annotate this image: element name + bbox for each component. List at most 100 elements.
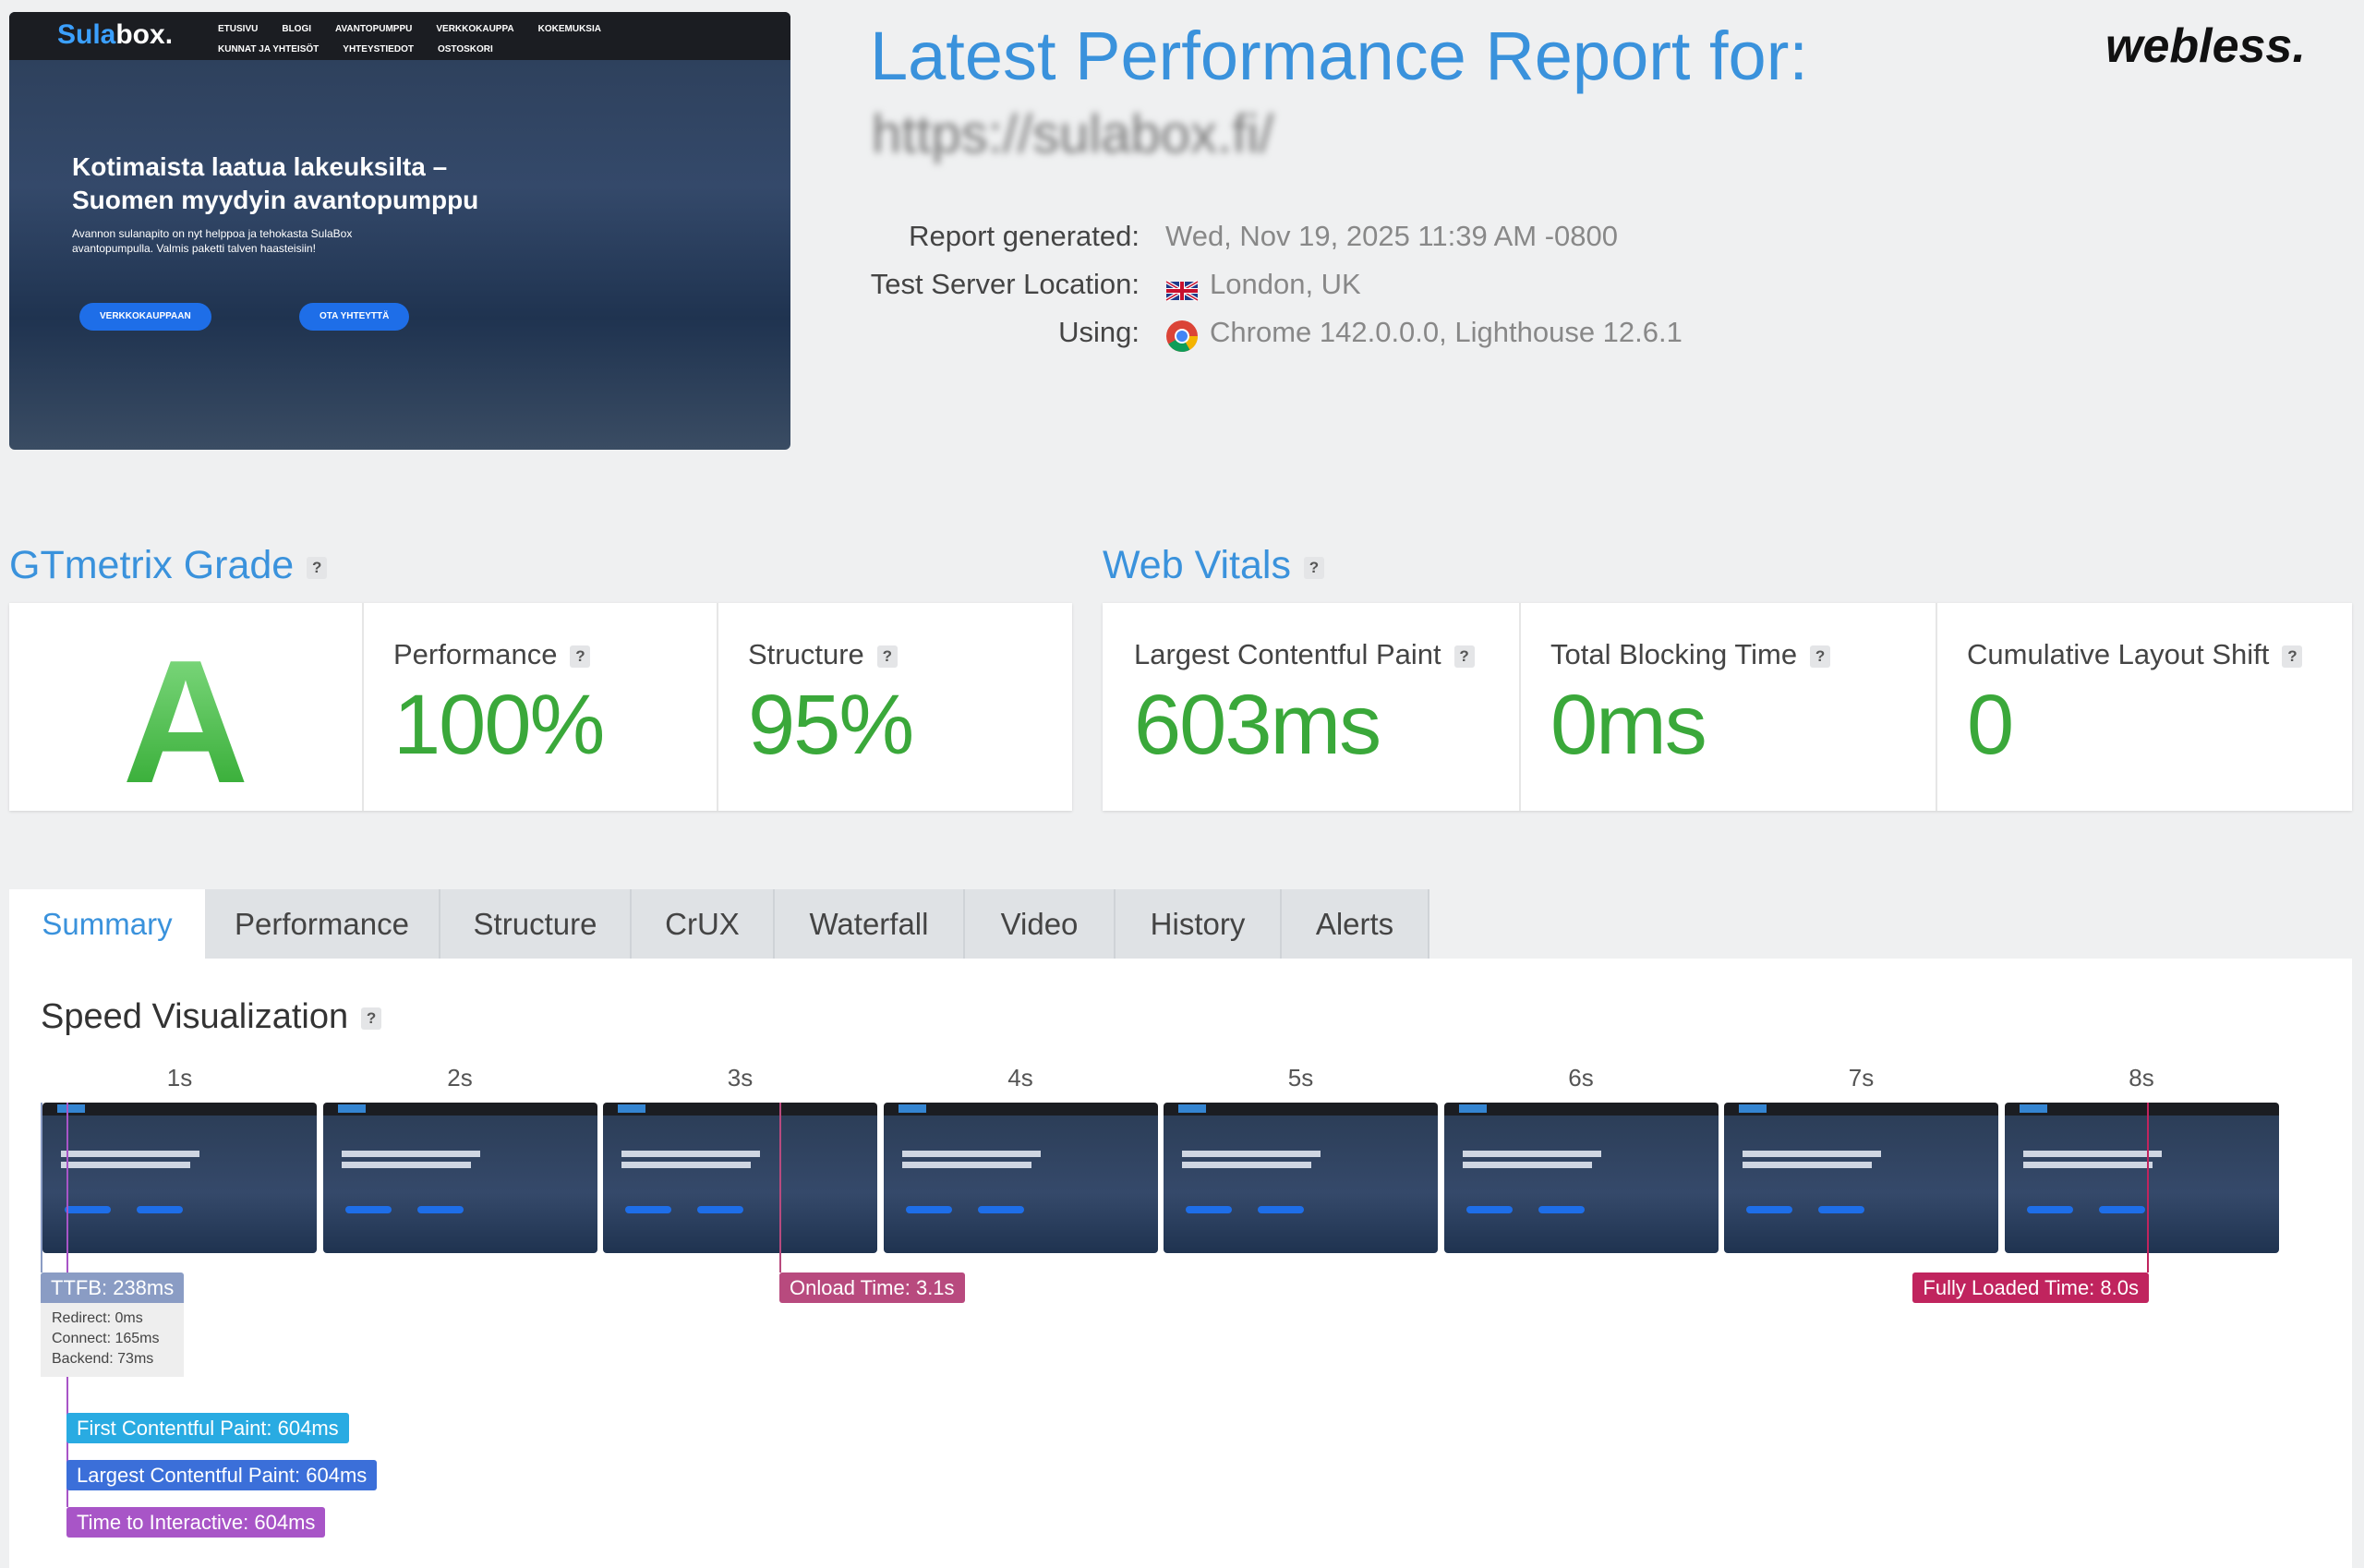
frame-headline (621, 1162, 751, 1168)
timing-line (41, 1103, 42, 1272)
frame-button (977, 1206, 1024, 1213)
help-icon[interactable]: ? (1303, 556, 1324, 579)
tab[interactable]: History (1116, 889, 1282, 959)
frame-button (1746, 1206, 1792, 1213)
nav-item[interactable]: KOKEMUKSIA (537, 24, 601, 34)
frame-headline (1182, 1151, 1321, 1157)
metric-label: Structure? (748, 638, 898, 671)
report-title: Latest Performance Report for: (870, 18, 1808, 94)
nav-item[interactable]: KUNNAT JA YHTEISÖT (218, 44, 320, 54)
frame-button (1186, 1206, 1232, 1213)
filmstrip-frame (603, 1103, 877, 1253)
help-icon[interactable]: ? (876, 645, 898, 668)
ttfb-details: Redirect: 0ms Connect: 165ms Backend: 73ms (41, 1303, 184, 1377)
paint-tag: Time to Interactive: 604ms (66, 1507, 326, 1538)
timing-line (2147, 1103, 2149, 1272)
frame-button (1538, 1206, 1585, 1213)
frame-logo (57, 1104, 85, 1113)
filmstrip-frame (1164, 1103, 1438, 1253)
metric-label-text: Cumulative Layout Shift (1967, 638, 2270, 670)
metric-label-text: Performance (393, 638, 558, 670)
metric-label: Largest Contentful Paint? (1134, 638, 1475, 671)
ttfb-detail: Backend: 73ms (52, 1351, 154, 1367)
fully-loaded-tag: Fully Loaded Time: 8.0s (1912, 1272, 2149, 1303)
frame-logo (1458, 1104, 1487, 1113)
nav-item[interactable]: BLOGI (282, 24, 312, 34)
frame-headline (1462, 1151, 1601, 1157)
text-line: avantopumpulla. Valmis paketti talven ha… (72, 242, 316, 255)
tab[interactable]: Structure (440, 889, 632, 959)
metric-value: 603ms (1134, 678, 1381, 772)
report-url: https://sulabox.fi/ (872, 104, 1274, 164)
thumb-headline: Kotimaista laatua lakeuksilta – Suomen m… (72, 151, 478, 217)
onload-tag: Onload Time: 3.1s (779, 1272, 965, 1303)
help-icon[interactable]: ? (2282, 645, 2303, 668)
metric-label-text: Structure (748, 638, 864, 670)
frame-button (344, 1206, 392, 1213)
filmstrip-frame (883, 1103, 1158, 1253)
info-value: London, UK (1210, 268, 1361, 300)
thumb-button[interactable]: VERKKOKAUPPAAN (79, 303, 211, 331)
site-thumbnail: Sulabox. ETUSIVU BLOGI AVANTOPUMPPU VERKKOK… (9, 12, 790, 450)
tab[interactable]: Waterfall (775, 889, 965, 959)
thumb-button[interactable]: OTA YHTEYTTÄ (299, 303, 410, 331)
text-line: Avannon sulanapito on nyt helppoa ja teh… (72, 227, 353, 240)
frame-headline (61, 1151, 199, 1157)
time-label: 6s (1568, 1064, 1594, 1092)
help-icon[interactable]: ? (1810, 645, 1831, 668)
frame-headline (901, 1162, 1031, 1168)
flag-icon (1164, 273, 1200, 307)
chrome-icon (1165, 320, 1199, 353)
frame-headline (901, 1151, 1041, 1157)
nav-item[interactable]: ETUSIVU (218, 24, 259, 34)
metric-value: 100% (393, 678, 605, 772)
filmstrip-frame (1443, 1103, 1719, 1253)
summary-panel: Speed Visualization? 1s 2s 3s 4s 5s 6s 7s 8s TTF… (9, 959, 2352, 1568)
frame-button (137, 1206, 183, 1213)
chrome-icon-svg (1166, 320, 1198, 352)
grade-letter: A (9, 621, 362, 823)
nav-item[interactable]: VERKKOKAUPPA (436, 24, 514, 34)
flag-icon-svg (1164, 280, 1200, 302)
logo-part: box. (115, 19, 174, 50)
timing-line (779, 1103, 781, 1272)
filmstrip-frame (322, 1103, 597, 1253)
frame-headline (2022, 1151, 2162, 1157)
help-icon[interactable]: ? (570, 645, 591, 668)
time-label: 3s (727, 1064, 754, 1092)
tab[interactable]: Video (965, 889, 1116, 959)
nav-item[interactable]: YHTEYSTIEDOT (343, 44, 414, 54)
metric-label: Cumulative Layout Shift? (1967, 638, 2303, 671)
tab[interactable]: CrUX (632, 889, 775, 959)
tab[interactable]: Alerts (1282, 889, 1429, 959)
card-divider (1936, 603, 1937, 811)
tab[interactable]: Performance (205, 889, 440, 959)
frame-logo (2019, 1104, 2047, 1113)
tab[interactable]: Summary (9, 889, 205, 959)
frame-logo (337, 1104, 366, 1113)
frame-button (65, 1206, 111, 1213)
section-title: GTmetrix Grade? (9, 543, 328, 588)
frame-button (625, 1206, 671, 1213)
help-icon[interactable]: ? (1453, 645, 1475, 668)
card-divider (362, 603, 364, 811)
filmstrip-frame (1724, 1103, 1998, 1253)
help-icon[interactable]: ? (361, 1007, 382, 1030)
frame-button (1818, 1206, 1864, 1213)
nav-item[interactable]: OSTOSKORI (437, 44, 493, 54)
thumb-text: Avannon sulanapito on nyt helppoa ja teh… (72, 226, 352, 256)
time-label: 7s (1848, 1064, 1875, 1092)
time-label: 2s (447, 1064, 473, 1092)
frame-headline (61, 1162, 190, 1168)
frame-headline (341, 1151, 480, 1157)
vitals-card: Largest Contentful Paint? 603ms Total Bloc… (1103, 603, 2352, 811)
panel-title-text: Speed Visualization (41, 997, 349, 1036)
help-icon[interactable]: ? (307, 556, 328, 579)
time-label: 4s (1007, 1064, 1033, 1092)
section-title-text: Web Vitals (1103, 543, 1291, 587)
ttfb-tag: TTFB: 238ms (41, 1272, 185, 1303)
info-value: Chrome 142.0.0.0, Lighthouse 12.6.1 (1210, 316, 1683, 348)
headline-line: Suomen myydyin avantopumppu (72, 186, 479, 214)
nav-item[interactable]: AVANTOPUMPPU (335, 24, 413, 34)
